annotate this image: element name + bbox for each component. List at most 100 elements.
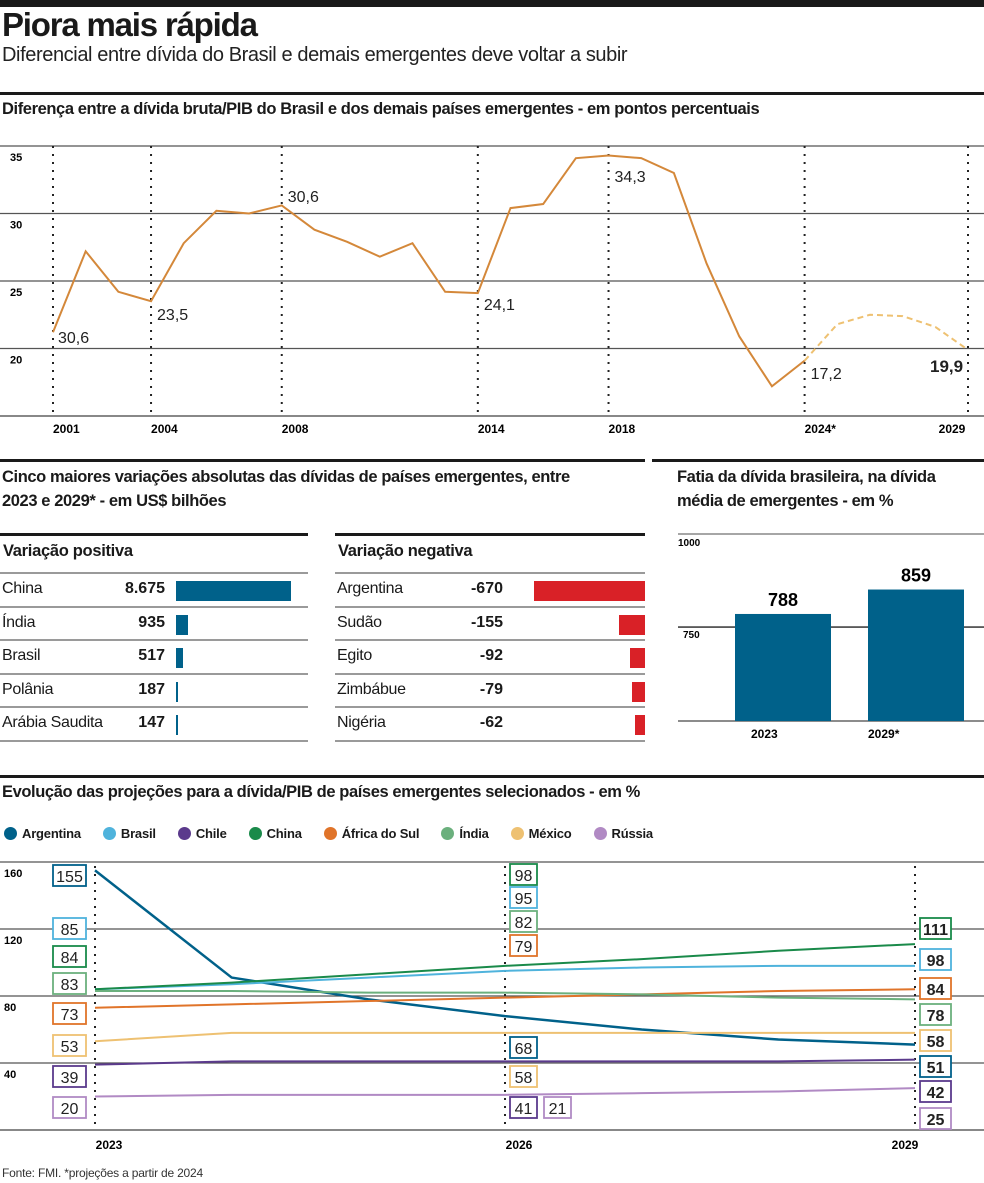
value-label: 84 [927, 982, 945, 999]
country-label: Polânia [2, 680, 54, 698]
value-label-box [919, 1029, 952, 1052]
negative-variation-table: Variação negativa Argentina -670 Sudão -155 E… [335, 533, 645, 742]
legend-dot-icon [102, 827, 116, 840]
chart4-title: Evolução das projeções para a dívida/PIB… [2, 783, 640, 801]
data-label: 17,2 [811, 366, 842, 383]
page-title: Piora mais rápida [2, 6, 258, 43]
legend-dot-icon [248, 827, 262, 840]
series-line-chile [94, 1058, 916, 1066]
value-label-box [509, 1096, 538, 1119]
value-label-box [919, 1080, 952, 1103]
table-row: Argentina -670 [335, 574, 645, 608]
country-label: China [2, 580, 43, 597]
y-tick-label: 35 [10, 152, 22, 164]
value-bar [619, 614, 645, 635]
legend-label: África do Sul [341, 826, 420, 841]
value-label: -79 [479, 680, 503, 698]
value-bar [631, 681, 645, 702]
legend: Argentina Brasil Chile China África do Sul Ín… [4, 826, 675, 841]
x-tick-label: 2026 [506, 1138, 533, 1152]
legend-item: Argentina [4, 826, 81, 841]
value-label: 8.675 [124, 580, 165, 597]
data-label: 19,9 [930, 357, 963, 376]
value-label: 98 [515, 868, 533, 885]
value-bar [634, 715, 645, 735]
value-label-box [52, 945, 87, 968]
page-subtitle: Diferencial entre dívida do Brasil e dem… [2, 44, 628, 66]
value-label: 58 [927, 1034, 945, 1051]
legend-item: Rússia [593, 826, 654, 841]
x-tick-label: 2014 [478, 422, 505, 436]
value-bar [176, 715, 178, 735]
value-label-box [52, 864, 87, 887]
section-rule [652, 459, 984, 462]
value-label: 25 [927, 1112, 945, 1129]
y-tick-label: 80 [4, 1002, 16, 1014]
x-tick-label: 2004 [151, 422, 178, 436]
legend-dot-icon [441, 827, 455, 840]
value-label: -92 [479, 647, 503, 664]
value-label-box [52, 1034, 87, 1057]
x-tick-label: 2001 [53, 422, 80, 436]
value-bar [176, 681, 179, 702]
value-label: 95 [515, 891, 533, 908]
data-label: 30,6 [58, 330, 89, 347]
section-rule [0, 775, 984, 778]
value-label: 58 [515, 1070, 533, 1087]
legend-label: México [528, 826, 572, 841]
value-label-box [919, 1107, 952, 1130]
legend-label: Índia [459, 826, 489, 841]
value-label-box [543, 1096, 572, 1119]
value-label: 42 [927, 1085, 945, 1102]
x-tick-label: 2023 [751, 727, 778, 741]
value-label: 935 [138, 613, 165, 631]
legend-item: China [248, 826, 302, 841]
series-line-ndia [95, 989, 916, 1001]
series-line-rssia [94, 1087, 916, 1098]
y-tick-label: 25 [10, 287, 22, 299]
share-bar [735, 613, 831, 721]
value-bar [629, 648, 645, 668]
legend-label: Rússia [611, 826, 654, 841]
series-line-argentina [94, 869, 916, 1046]
legend-dot-icon [510, 827, 524, 840]
value-label-box [509, 863, 538, 886]
value-label: 82 [515, 915, 533, 932]
share-title: Fatia da dívida brasileira, na dívida mé… [677, 468, 936, 510]
data-label: 24,1 [484, 297, 515, 314]
value-bar [176, 581, 291, 601]
table-row: Nigéria -62 [335, 708, 645, 742]
x-tick-label: 2024* [805, 422, 837, 436]
legend-dot-icon [593, 827, 607, 840]
value-label: 41 [515, 1101, 533, 1118]
value-label: 85 [61, 922, 79, 939]
value-label: 21 [549, 1101, 567, 1118]
y-tick-label: 20 [10, 355, 22, 367]
bar-value-label: 859 [901, 566, 931, 586]
variations-title: Cinco maiores variações absolutas das dí… [2, 468, 570, 510]
series-line-china [94, 943, 916, 991]
legend-label: Chile [195, 826, 227, 841]
value-label-box [52, 1002, 87, 1025]
table-row: Sudão -155 [335, 608, 645, 641]
table-header: Variação negativa [335, 533, 645, 574]
legend-item: México [510, 826, 572, 841]
value-label: 68 [515, 1041, 533, 1058]
value-label: 147 [138, 714, 165, 731]
x-tick-label: 2029* [868, 727, 900, 741]
y-tick-label: 30 [10, 220, 22, 232]
value-label: 155 [56, 869, 83, 886]
value-label: 187 [138, 680, 165, 698]
x-tick-label: 2029 [892, 1138, 919, 1152]
legend-dot-icon [4, 827, 17, 840]
value-label: 84 [61, 950, 79, 967]
data-label: 23,5 [157, 307, 188, 324]
table-row: Índia 935 [0, 608, 308, 641]
legend-item: Índia [441, 826, 489, 841]
y-tick-label: 160 [4, 868, 22, 880]
table-header: Variação positiva [0, 533, 308, 574]
value-label: 79 [515, 939, 533, 956]
value-label-box [52, 917, 87, 940]
value-label-box [919, 1055, 952, 1078]
value-label-box [52, 1065, 87, 1088]
